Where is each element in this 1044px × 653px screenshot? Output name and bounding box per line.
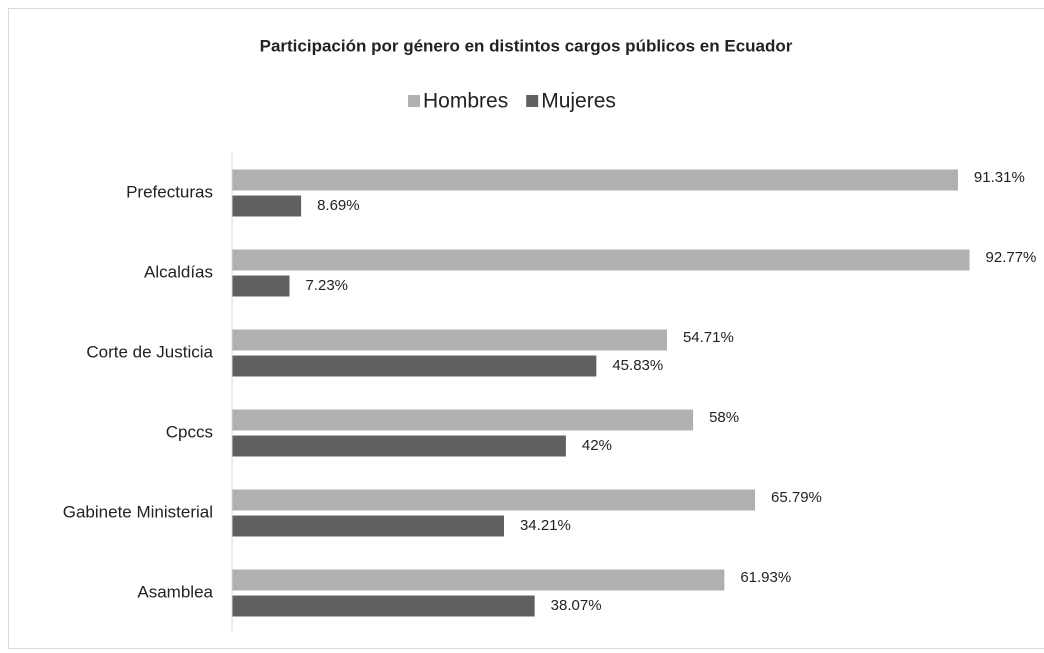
y-tick-label: Cpccs [166, 422, 213, 441]
data-label: 42% [582, 437, 612, 454]
data-label: 34.21% [520, 517, 571, 534]
data-label: 8.69% [317, 197, 360, 214]
bar [232, 169, 958, 191]
bar [232, 515, 504, 537]
data-label: 61.93% [740, 569, 791, 586]
y-tick-label: Corte de Justicia [86, 342, 213, 361]
data-label: 91.31% [974, 169, 1025, 186]
data-label: 45.83% [612, 357, 663, 374]
y-tick-label: Prefecturas [126, 182, 213, 201]
data-label: 54.71% [683, 329, 734, 346]
legend-swatch [408, 95, 420, 107]
bar [232, 489, 756, 511]
bar [232, 569, 725, 591]
bar [232, 329, 667, 351]
data-label: 65.79% [771, 489, 822, 506]
legend-label: Mujeres [541, 90, 616, 113]
chart-title: Participación por género en distintos ca… [260, 36, 793, 55]
bar [232, 355, 597, 377]
legend-label: Hombres [423, 90, 508, 113]
bar [232, 275, 290, 297]
y-tick-label: Alcaldías [144, 262, 213, 281]
data-label: 58% [709, 409, 739, 426]
data-label: 7.23% [305, 277, 348, 294]
bar [232, 435, 566, 457]
legend-swatch [526, 95, 539, 107]
bar [232, 195, 302, 217]
chart-frame [8, 8, 1044, 649]
y-tick-label: Asamblea [137, 582, 213, 601]
data-label: 38.07% [551, 597, 602, 614]
bar [232, 595, 535, 617]
bar [232, 249, 970, 271]
data-label: 92.77% [986, 249, 1037, 266]
y-tick-label: Gabinete Ministerial [63, 502, 213, 521]
bar [232, 409, 694, 431]
